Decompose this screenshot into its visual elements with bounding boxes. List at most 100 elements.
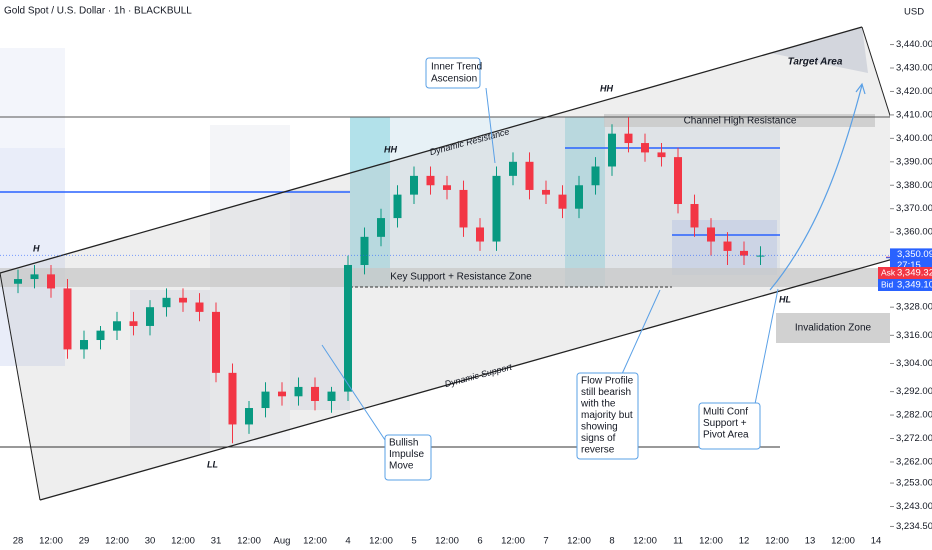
- currency: USD: [904, 7, 924, 18]
- candle-body: [327, 391, 336, 401]
- x-tick-label: 12:00: [435, 536, 459, 547]
- x-tick-label: 12:00: [831, 536, 855, 547]
- candle-body: [294, 386, 303, 397]
- swing-label: HL: [779, 294, 791, 304]
- candle-body: [47, 274, 55, 289]
- x-tick-label: 6: [477, 536, 482, 547]
- y-tick-label: 3,234.50: [896, 521, 932, 532]
- x-tick-label: 7: [543, 536, 548, 547]
- x-tick-label: 12:00: [501, 536, 525, 547]
- bid-box: [878, 279, 932, 291]
- callout-text: Move: [389, 461, 414, 472]
- y-tick-label: 3,410.00: [896, 109, 932, 120]
- callout-text: showing: [581, 422, 618, 433]
- last-price-label: 3,350.09: [897, 249, 932, 260]
- callout-text: Flow Profile: [581, 376, 634, 387]
- x-tick-label: 12:00: [633, 536, 657, 547]
- callout-text: with the: [580, 399, 616, 410]
- candle-body: [245, 408, 253, 425]
- ask-box: [878, 267, 932, 279]
- candle-body: [657, 152, 666, 158]
- y-tick-label: 3,262.00: [896, 456, 932, 467]
- y-tick-label: 3,328.00: [896, 302, 932, 313]
- x-tick-label: 12:00: [303, 536, 327, 547]
- bid-name: Bid: [881, 279, 894, 289]
- callout-text: majority but: [581, 410, 633, 421]
- x-tick-label: 12:00: [369, 536, 393, 547]
- time-axis: [0, 530, 932, 550]
- y-tick-label: 3,390.00: [896, 156, 932, 167]
- callout-line: [321, 344, 386, 441]
- candle-body: [575, 185, 583, 209]
- candle-body: [129, 321, 138, 326]
- x-tick-label: 14: [871, 536, 882, 547]
- volume-profile: [565, 117, 605, 287]
- candle-body: [591, 166, 600, 186]
- y-tick-label: 3,243.00: [896, 501, 932, 512]
- callout-text: still bearish: [581, 387, 631, 398]
- invalidation-zone: [776, 313, 890, 343]
- ask-name: Ask: [881, 267, 896, 277]
- callout-text: signs of: [581, 433, 616, 444]
- y-tick-label: 3,380.00: [896, 180, 932, 191]
- y-tick-label: 3,400.00: [896, 133, 932, 144]
- candle-body: [80, 340, 88, 350]
- x-tick-label: Aug: [274, 536, 291, 547]
- x-tick-label: 12:00: [39, 536, 63, 547]
- candle-body: [278, 391, 286, 397]
- candle-body: [261, 391, 270, 409]
- x-tick-label: 31: [211, 536, 222, 547]
- x-tick-label: 12:00: [171, 536, 195, 547]
- chart-title: Gold Spot / U.S. Dollar · 1h · BLACKBULL: [4, 6, 192, 17]
- candle-body: [410, 175, 418, 195]
- candle-body: [624, 133, 633, 144]
- y-tick-label: 3,272.00: [896, 433, 932, 444]
- swing-label: HH: [600, 83, 613, 93]
- candle-body: [674, 157, 682, 205]
- axes: 3,440.00 3,430.00 3,420.00 3,410.00 3,400.00…: [0, 39, 932, 547]
- y-tick-label: 3,440.00: [896, 39, 932, 50]
- candle-body: [459, 189, 468, 228]
- candle-body: [96, 330, 105, 341]
- x-tick-label: 29: [79, 536, 90, 547]
- candle-body: [641, 143, 649, 153]
- channel-top: [0, 26, 863, 274]
- swing-label: H: [33, 243, 40, 253]
- candle-body: [707, 227, 715, 242]
- x-tick-label: 28: [13, 536, 24, 547]
- candle-body: [377, 218, 385, 237]
- target-arrow: [769, 84, 863, 291]
- callout-box: [698, 402, 761, 450]
- candle-body: [740, 250, 748, 256]
- key-zone-label: Key Support + Resistance Zone: [390, 272, 532, 283]
- countdown: 27:15: [897, 260, 921, 271]
- target-label: Target Area: [788, 57, 843, 68]
- callout-text: Ascension: [431, 74, 477, 85]
- y-tick-label: 3,430.00: [896, 63, 932, 74]
- x-tick-label: 12: [739, 536, 750, 547]
- y-tick-label: 3,292.00: [896, 386, 932, 397]
- candle-body: [63, 288, 72, 350]
- candle-body: [162, 297, 171, 308]
- candle-body: [30, 274, 39, 280]
- y-tick-label: 3,360.00: [896, 227, 932, 238]
- candle-body: [426, 175, 435, 186]
- callout-text: Inner Trend: [431, 62, 482, 73]
- channel-left: [0, 272, 41, 501]
- swing-label: LL: [207, 459, 218, 469]
- candle-body: [509, 161, 517, 176]
- candle-body: [360, 236, 369, 265]
- candle-body: [690, 204, 699, 228]
- x-tick-label: 12:00: [567, 536, 591, 547]
- y-tick-label: 3,282.00: [896, 410, 932, 421]
- x-tick-label: 5: [411, 536, 416, 547]
- candle-body: [443, 185, 451, 190]
- candle-body: [492, 175, 501, 242]
- candle-body: [608, 133, 616, 167]
- x-tick-label: 12:00: [765, 536, 789, 547]
- x-tick-label: 13: [805, 536, 816, 547]
- callout-text: reverse: [581, 445, 615, 456]
- callout-text: Pivot Area: [703, 430, 749, 441]
